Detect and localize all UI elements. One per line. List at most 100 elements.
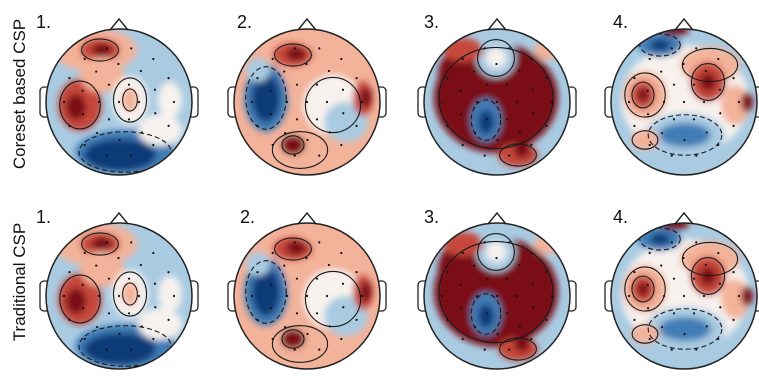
- electrode-dot: [68, 77, 71, 80]
- electrode-dot: [81, 283, 84, 286]
- electrode-dot: [355, 124, 358, 127]
- electrode-dot: [117, 256, 120, 260]
- contour-line: [112, 271, 148, 317]
- electrode-dot: [153, 282, 157, 285]
- electrode-dot: [682, 256, 685, 260]
- electrode-dot: [545, 271, 548, 274]
- electrode-dot: [315, 277, 319, 280]
- electrode-dot: [531, 282, 535, 285]
- electrode-dot: [105, 47, 108, 50]
- contour-line: [81, 38, 119, 62]
- electrode-dot: [130, 154, 133, 157]
- electrode-dot: [475, 294, 479, 298]
- electrode-dot: [295, 277, 299, 280]
- contour-line: [304, 76, 362, 134]
- electrode-dot: [130, 241, 133, 244]
- electrode-dot: [283, 264, 286, 267]
- electrode-dot: [483, 241, 486, 244]
- electrode-dot: [318, 348, 321, 351]
- map-number-r2-4: 4.: [613, 207, 629, 227]
- contour-line: [112, 77, 148, 123]
- contour-line: [78, 325, 172, 367]
- electrode-dot: [661, 325, 664, 329]
- electrode-dot: [315, 312, 319, 315]
- row-label-coreset: Coreset based CSP: [10, 18, 29, 170]
- electrode-dot: [633, 124, 636, 127]
- electrode-dot: [532, 112, 535, 115]
- electrode-dot: [315, 118, 319, 121]
- electrode-dot: [646, 113, 650, 116]
- nose-marker: [674, 17, 694, 31]
- electrode-dot: [531, 88, 535, 91]
- electrode-dot: [107, 312, 111, 315]
- electrode-dot: [305, 62, 308, 66]
- electrode-dot: [633, 271, 636, 274]
- field-region: [631, 324, 659, 344]
- electrode-dot: [683, 138, 686, 142]
- electrode-dot: [269, 307, 273, 310]
- electrode-dot: [97, 100, 101, 104]
- electrode-dot: [127, 277, 131, 280]
- electrode-dot: [695, 154, 698, 157]
- electrode-dot: [545, 124, 548, 127]
- electrode-dot: [459, 307, 463, 310]
- electrode-dot: [81, 113, 85, 116]
- field-region: [66, 288, 86, 314]
- contour-line: [639, 227, 681, 251]
- contour-line: [281, 329, 305, 349]
- electrode-dot: [355, 271, 358, 274]
- electrode-dot: [530, 337, 533, 341]
- electrode-dot: [518, 325, 521, 328]
- contour-line: [304, 270, 362, 328]
- electrode-dot: [692, 83, 696, 86]
- electrode-dot: [306, 332, 309, 336]
- electrode-dot: [660, 264, 663, 267]
- nose-marker: [487, 17, 507, 31]
- electrode-dot: [256, 124, 259, 127]
- electrode-dot: [140, 131, 143, 134]
- electrode-dot: [256, 318, 259, 321]
- electrode-dot: [318, 154, 321, 157]
- electrode-dot: [474, 131, 477, 135]
- electrode-dot: [682, 62, 685, 66]
- field-region: [514, 336, 530, 352]
- field-region: [659, 317, 711, 341]
- field-region: [360, 88, 372, 108]
- electrode-dot: [672, 83, 676, 86]
- electrode-dot: [327, 69, 330, 73]
- electrode-dot: [269, 283, 272, 286]
- field-region: [92, 43, 112, 57]
- electrode-dot: [530, 57, 533, 61]
- head-outline: [610, 222, 758, 370]
- electrode-dot: [293, 154, 296, 157]
- electrode-dot: [167, 77, 170, 80]
- electrode-dot: [483, 47, 486, 50]
- topomap-r2-2: [227, 211, 387, 370]
- electrode-dot: [717, 57, 720, 61]
- field-region: [502, 77, 554, 133]
- electrode-dot: [139, 263, 142, 267]
- electrode-dot: [360, 294, 364, 298]
- nose-marker: [487, 211, 507, 225]
- electrode-dot: [340, 57, 343, 61]
- electrode-dot: [704, 263, 707, 267]
- contour-line: [631, 324, 659, 344]
- electrode-dot: [305, 256, 308, 260]
- electrode-dot: [705, 131, 708, 134]
- electrode-dot: [293, 47, 296, 50]
- topomap-r2-4: [604, 211, 759, 370]
- topomap-r1-2: [227, 17, 387, 176]
- electrode-dot: [95, 264, 98, 267]
- electrode-dot: [440, 294, 444, 298]
- topomap-r1-4: [604, 17, 759, 176]
- electrode-dot: [295, 83, 299, 86]
- contour-line: [624, 72, 666, 118]
- head-outline: [45, 222, 193, 370]
- contour-line: [59, 80, 101, 130]
- electrode-dot: [305, 294, 309, 298]
- field-region: [631, 130, 659, 150]
- electrode-dot: [118, 138, 121, 142]
- electrode-dot: [285, 100, 289, 104]
- field-region: [252, 74, 280, 122]
- contour-line: [271, 131, 329, 169]
